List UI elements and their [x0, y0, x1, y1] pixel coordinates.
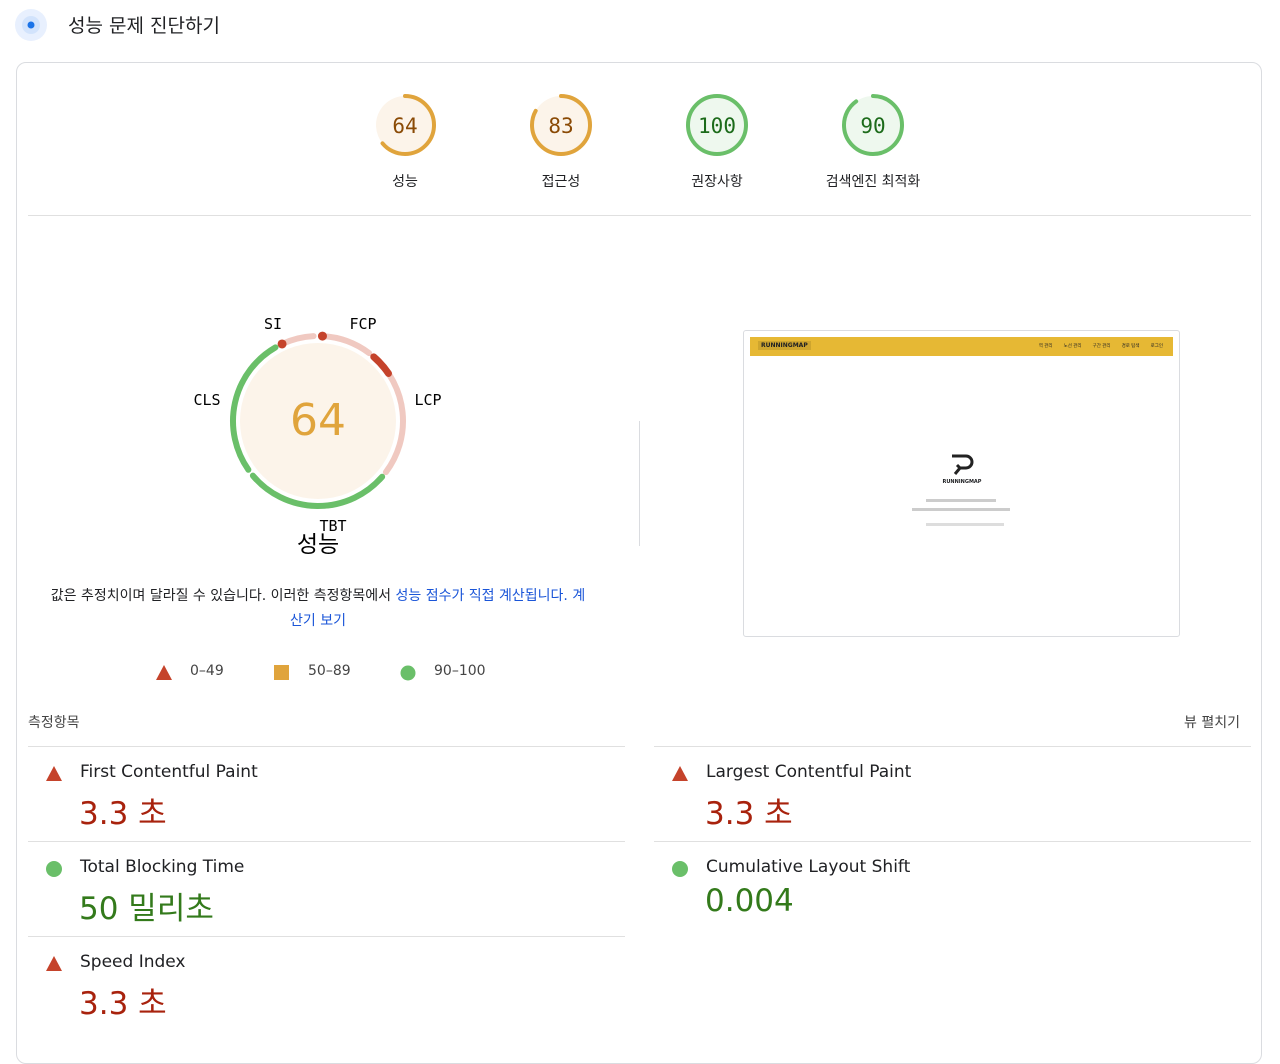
- legend-label: 90–100: [434, 663, 486, 679]
- note-text: 값은 추정치이며 달라질 수 있습니다. 이러한 측정항목에서: [50, 588, 396, 604]
- score-gauge: 100: [686, 94, 748, 156]
- divider: [28, 746, 625, 747]
- score-value: 100: [698, 114, 736, 138]
- score-value: 64: [392, 114, 417, 138]
- gauge-segment: [230, 344, 279, 473]
- legend-fail-icon: [156, 665, 172, 680]
- metric-value: 0.004: [705, 883, 794, 919]
- screenshot-nav-item: 구간 관리: [1092, 344, 1111, 349]
- score-value: 83: [548, 114, 573, 138]
- metric-name: Cumulative Layout Shift: [706, 857, 911, 877]
- fail-icon: [46, 766, 62, 781]
- gauge-label: FCP: [349, 315, 376, 333]
- fail-icon: [46, 956, 62, 971]
- divider: [28, 936, 625, 937]
- divider: [639, 421, 640, 546]
- screenshot-brand: RUNNINGMAP: [758, 341, 811, 350]
- metric-name: Total Blocking Time: [80, 857, 245, 877]
- score-arc: [842, 94, 904, 156]
- score-label: 접근성: [541, 174, 581, 190]
- gauge-segment: [277, 339, 287, 349]
- icon-shape: [46, 956, 62, 971]
- icon-shape: [46, 861, 62, 877]
- legend-pass-icon: [400, 665, 416, 681]
- score-note: 값은 추정치이며 달라질 수 있습니다. 이러한 측정항목에서 성능 점수가 직…: [50, 584, 586, 634]
- screenshot-text: [926, 523, 1004, 526]
- metric-value: 3.3 초: [705, 796, 793, 832]
- metric-value: 50 밀리초: [79, 891, 214, 927]
- gauge-segment: [370, 353, 392, 377]
- gauge-segment: [317, 331, 327, 341]
- metric-value: 3.3 초: [79, 986, 167, 1022]
- metric-name: First Contentful Paint: [80, 762, 258, 782]
- score-arc: [686, 94, 748, 156]
- gauge-title: 성능: [297, 532, 339, 558]
- legend-label: 0–49: [190, 663, 224, 679]
- gauge-score: 64: [290, 395, 346, 446]
- screenshot-nav-item: 역 관리: [1038, 344, 1053, 349]
- screenshot-navbar: RUNNINGMAP 역 관리 노선 관리 구간 관리 경로 탐색 로그인: [750, 337, 1173, 356]
- divider: [28, 215, 1251, 216]
- header-icon: [15, 9, 47, 41]
- screenshot-logo-text: RUNNINGMAP: [942, 479, 982, 485]
- divider: [654, 746, 1251, 747]
- gauge-label: SI: [264, 315, 282, 333]
- performance-gauge: 64 SI FCP LCP TBT CLS 성능: [193, 315, 441, 558]
- expand-toggle[interactable]: 뷰 펼치기: [1184, 715, 1240, 731]
- score-arc: [374, 94, 436, 156]
- metric-value: 3.3 초: [79, 796, 167, 832]
- legend-label: 50–89: [308, 663, 351, 679]
- gauge-face: [532, 96, 590, 154]
- calculator-link[interactable]: 계산기 보기: [290, 588, 586, 629]
- score-arc: [530, 94, 592, 156]
- icon-shape: [672, 766, 688, 781]
- score-gauge: 90: [842, 94, 904, 156]
- score-label: 권장사항: [691, 174, 743, 190]
- gauge-face: [688, 96, 746, 154]
- page-title: 성능 문제 진단하기: [68, 15, 220, 37]
- pass-icon: [46, 861, 62, 877]
- score-gauge: 64: [374, 94, 436, 156]
- gauge-face: [376, 96, 434, 154]
- score-label: 검색엔진 최적화: [825, 174, 921, 190]
- note-link[interactable]: 성능 점수가 직접 계산됩니다.: [395, 588, 568, 604]
- screenshot-text: [926, 499, 996, 502]
- score-value: 90: [860, 114, 885, 138]
- divider: [28, 841, 625, 842]
- gauge-label: LCP: [414, 391, 441, 409]
- gauge-face: [844, 96, 902, 154]
- metric-name: Largest Contentful Paint: [706, 762, 912, 782]
- page: Lighthouse {"header": {"title": "성능 문제 진…: [15, 9, 1262, 1064]
- legend-average-icon: [274, 665, 289, 680]
- gauge-face: [240, 343, 396, 499]
- metrics-title: 측정항목: [28, 715, 80, 731]
- screenshot-logo-icon: [952, 454, 974, 475]
- gauge-segment-track: [279, 333, 317, 347]
- screenshot-nav-item: 로그인: [1150, 344, 1163, 349]
- metric-name: Speed Index: [80, 952, 186, 972]
- divider: [654, 841, 1251, 842]
- gauge-label: TBT: [319, 517, 346, 535]
- icon-shape: [672, 861, 688, 877]
- screenshot-text: [912, 508, 1010, 511]
- page-screenshot: RUNNINGMAP 역 관리 노선 관리 구간 관리 경로 탐색 로그인 RUNNIN…: [743, 330, 1180, 637]
- fail-icon: [672, 766, 688, 781]
- screenshot-nav: 역 관리 노선 관리 구간 관리 경로 탐색 로그인: [1039, 343, 1163, 349]
- icon-shape: [46, 766, 62, 781]
- pass-icon: [672, 861, 688, 877]
- gauge-label: CLS: [193, 391, 220, 409]
- score-label: 성능: [392, 174, 418, 190]
- page-body: 성능 문제 진단하기 64 성능 83 접근성 100 권장사항 90 검색엔진 최적화 64…: [15, 9, 1262, 1064]
- screenshot-nav-item: 경로 탐색: [1121, 344, 1140, 349]
- score-gauge: 83: [530, 94, 592, 156]
- gauge-segment: [249, 472, 386, 509]
- screenshot-nav-item: 노선 관리: [1063, 344, 1082, 349]
